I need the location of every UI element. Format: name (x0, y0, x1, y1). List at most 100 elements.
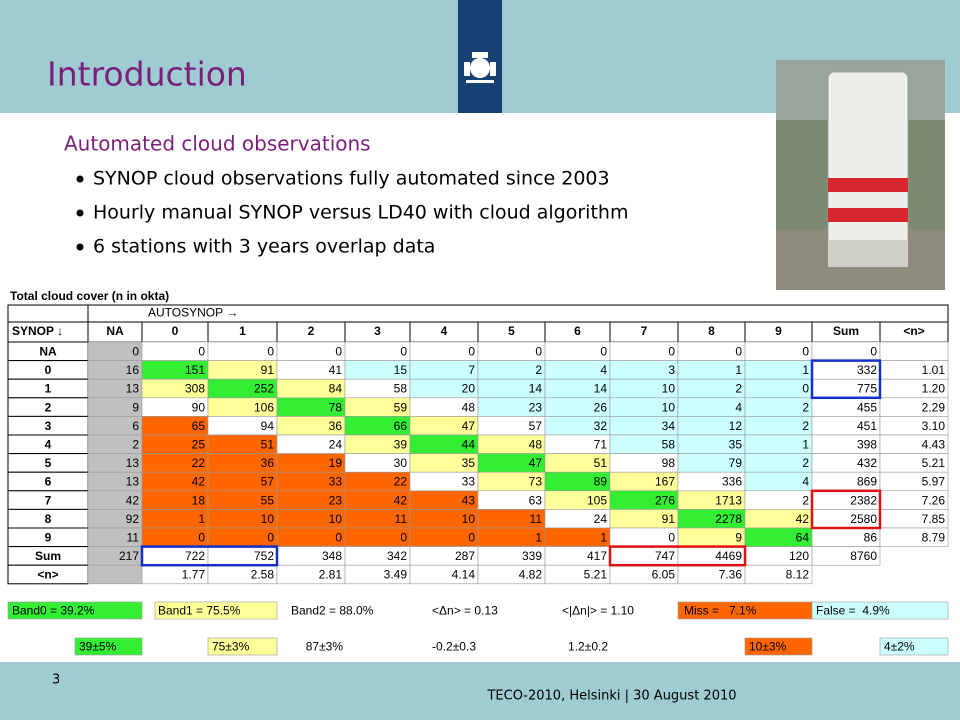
cell-value: 48 (529, 437, 543, 451)
cell-value: 2 (535, 363, 542, 377)
legend-text: Band2 = 88.0% (291, 604, 374, 618)
cell-value: 2 (802, 400, 809, 414)
row-label: 4 (45, 437, 52, 451)
top-header: AUTOSYNOP → (148, 306, 238, 320)
cell-value: 65 (192, 419, 206, 433)
legend-text: <|Δn|> = 1.10 (562, 604, 634, 618)
cell-value: 0 (668, 344, 675, 358)
cell-value: 339 (522, 549, 542, 563)
legend-text: Band1 = 75.5% (158, 604, 241, 618)
cell-value: 4 (802, 475, 809, 489)
cell-value: 19 (329, 456, 343, 470)
cell-value: 336 (722, 475, 742, 489)
cell-value: 16 (126, 363, 140, 377)
legend-box (879, 637, 949, 656)
cell-value: 91 (261, 363, 275, 377)
cell-value: 13 (126, 382, 140, 396)
cell-value: 36 (329, 419, 343, 433)
legend-text: <Δn> = 0.13 (432, 604, 498, 618)
cell-value: 10 (261, 512, 275, 526)
footer-band (0, 662, 960, 720)
legend-text: Band0 = 39.2% (12, 604, 95, 618)
cell-value: 151 (185, 363, 205, 377)
crest (464, 52, 496, 83)
cell-value: 0 (335, 344, 342, 358)
cell-value: 9 (735, 530, 742, 544)
cell-value: 1713 (715, 493, 742, 507)
legend-box (744, 637, 813, 656)
cell-value: 42 (796, 512, 810, 526)
cell-value: 34 (662, 419, 676, 433)
cell-value: 4.43 (922, 437, 946, 451)
cell-value: 94 (261, 419, 275, 433)
cell-value: 3.49 (384, 568, 408, 582)
cell-value: 0 (400, 344, 407, 358)
cell-value: 2278 (715, 512, 742, 526)
cell-value: 78 (329, 400, 343, 414)
cell-value: 0 (802, 382, 809, 396)
cell-value: 44 (462, 437, 476, 451)
bullet-text: Hourly manual SYNOP versus LD40 with clo… (93, 202, 628, 224)
cell-value: 24 (329, 437, 343, 451)
cell-value: 58 (394, 382, 408, 396)
cell-value: 24 (594, 512, 608, 526)
cell-value: 9 (132, 400, 139, 414)
cell-value: 722 (185, 549, 205, 563)
cell-value: 4469 (715, 549, 742, 563)
cell-value: 64 (796, 530, 810, 544)
cell-value: 36 (261, 456, 275, 470)
row-label: 7 (45, 493, 52, 507)
legend-text: 39±5% (79, 640, 117, 654)
table-cell (744, 564, 813, 585)
cell-value: 3.10 (922, 419, 946, 433)
column-header: 1 (239, 324, 246, 338)
cell-value: 11 (127, 530, 140, 544)
highlight-box (140, 545, 279, 567)
cell-value: 0 (335, 530, 342, 544)
cell-value: 2 (802, 493, 809, 507)
column-header: <n> (903, 324, 924, 338)
legend-text: 10±3% (749, 640, 787, 654)
cell-value: 2382 (850, 493, 877, 507)
row-label: 9 (45, 530, 52, 544)
cell-value: 55 (261, 493, 275, 507)
cell-value: 13 (126, 456, 140, 470)
legend-text: 4±2% (884, 640, 915, 654)
table-cell (811, 546, 881, 566)
cell-value: 43 (462, 493, 476, 507)
legend-text: Miss = 7.1% (684, 604, 757, 618)
cell-value: 14 (594, 382, 608, 396)
cell-value: 417 (587, 549, 607, 563)
cell-value: 8.79 (922, 530, 946, 544)
cell-value: 47 (462, 419, 476, 433)
cell-value: 332 (857, 363, 877, 377)
cell-value: 58 (662, 437, 676, 451)
row-label: 8 (45, 512, 52, 526)
cell-value: 22 (192, 456, 206, 470)
cell-value: 57 (529, 419, 543, 433)
cell-value: 23 (529, 400, 543, 414)
cell-value: 41 (329, 363, 343, 377)
cell-value: 2 (802, 456, 809, 470)
legend-box (811, 601, 949, 620)
row-label: NA (39, 344, 57, 358)
cell-value: 2.29 (922, 400, 946, 414)
cell-value: 7.26 (922, 493, 946, 507)
cell-value: 11 (530, 512, 543, 526)
cell-value: 2.81 (319, 568, 343, 582)
cell-value: 1.01 (922, 363, 946, 377)
cell-value: 0 (198, 530, 205, 544)
cell-value: 2 (132, 437, 139, 451)
cell-value: 752 (254, 549, 274, 563)
cell-value: 14 (529, 382, 543, 396)
cell-value: 1.20 (922, 382, 946, 396)
cell-value: 0 (802, 344, 809, 358)
cell-value: 59 (394, 400, 408, 414)
highlight-box (810, 489, 882, 530)
legend-box (7, 601, 143, 620)
cell-value: 0 (668, 530, 675, 544)
cell-value: 22 (394, 475, 408, 489)
table-cell (879, 341, 949, 361)
bullet-dot (76, 209, 84, 217)
